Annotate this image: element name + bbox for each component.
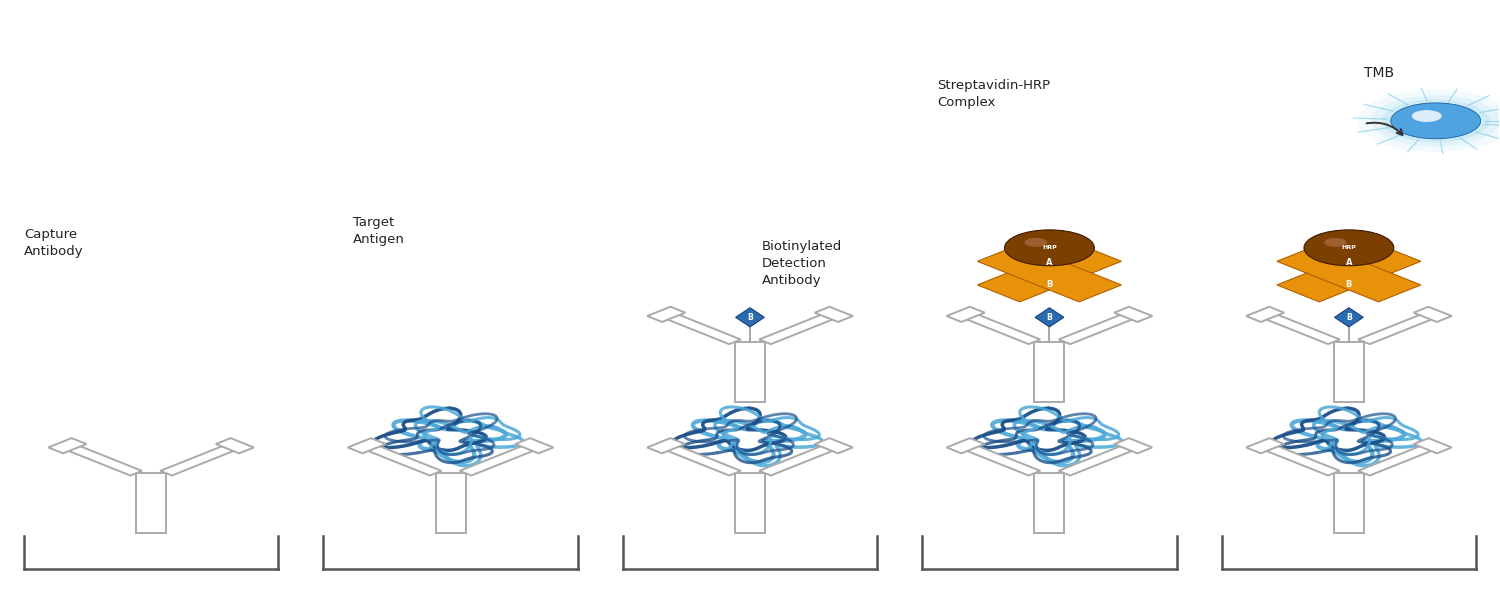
Bar [136, 473, 166, 533]
Text: B: B [1346, 313, 1352, 322]
Polygon shape [646, 438, 686, 454]
Circle shape [1412, 110, 1442, 122]
Polygon shape [62, 443, 142, 476]
Polygon shape [1276, 244, 1420, 302]
Polygon shape [1059, 312, 1138, 344]
Bar [1035, 473, 1065, 533]
Circle shape [1304, 230, 1394, 266]
Polygon shape [660, 312, 741, 344]
Polygon shape [1035, 308, 1064, 327]
Polygon shape [946, 438, 984, 454]
Text: Biotinylated
Detection
Antibody: Biotinylated Detection Antibody [762, 240, 842, 287]
Text: Capture
Antibody: Capture Antibody [24, 229, 84, 259]
Text: B: B [1047, 280, 1053, 289]
Polygon shape [459, 443, 540, 476]
Polygon shape [960, 443, 1041, 476]
Polygon shape [978, 244, 1122, 302]
Polygon shape [759, 312, 840, 344]
Polygon shape [646, 307, 686, 322]
Polygon shape [1358, 312, 1438, 344]
Polygon shape [1276, 244, 1420, 302]
Bar [1334, 473, 1364, 533]
Text: Streptavidin-HRP
Complex: Streptavidin-HRP Complex [938, 79, 1050, 109]
Polygon shape [978, 244, 1122, 302]
Polygon shape [660, 443, 741, 476]
Polygon shape [759, 443, 840, 476]
Polygon shape [1358, 443, 1438, 476]
Polygon shape [48, 438, 87, 454]
Circle shape [1371, 95, 1500, 146]
Circle shape [1390, 103, 1480, 139]
Bar [1334, 342, 1364, 401]
Text: B: B [747, 313, 753, 322]
Polygon shape [815, 307, 854, 322]
Polygon shape [1413, 438, 1452, 454]
Polygon shape [362, 443, 441, 476]
Text: A: A [1346, 258, 1352, 267]
Text: B: B [1346, 280, 1352, 289]
Bar [735, 342, 765, 401]
Text: Target
Antigen: Target Antigen [352, 217, 405, 247]
Text: B: B [1047, 313, 1053, 322]
Circle shape [1024, 238, 1047, 247]
Polygon shape [1059, 443, 1138, 476]
Polygon shape [348, 438, 386, 454]
Polygon shape [216, 438, 254, 454]
Text: TMB: TMB [1364, 66, 1394, 80]
Circle shape [1005, 230, 1095, 266]
Polygon shape [1114, 307, 1152, 322]
Bar [735, 473, 765, 533]
Bar [435, 473, 465, 533]
Polygon shape [946, 307, 984, 322]
Polygon shape [1246, 438, 1284, 454]
Polygon shape [1114, 438, 1152, 454]
Text: HRP: HRP [1341, 245, 1356, 250]
Bar [1035, 342, 1065, 401]
Polygon shape [1246, 307, 1284, 322]
Circle shape [1358, 90, 1500, 152]
Polygon shape [960, 312, 1041, 344]
Polygon shape [1260, 443, 1340, 476]
Text: HRP: HRP [1042, 245, 1058, 250]
Text: A: A [1046, 258, 1053, 267]
Polygon shape [1413, 307, 1452, 322]
Polygon shape [516, 438, 554, 454]
Polygon shape [735, 308, 765, 327]
Polygon shape [1260, 312, 1340, 344]
Polygon shape [815, 438, 854, 454]
Circle shape [1382, 100, 1490, 142]
Circle shape [1324, 238, 1347, 247]
Polygon shape [160, 443, 240, 476]
Polygon shape [1335, 308, 1364, 327]
